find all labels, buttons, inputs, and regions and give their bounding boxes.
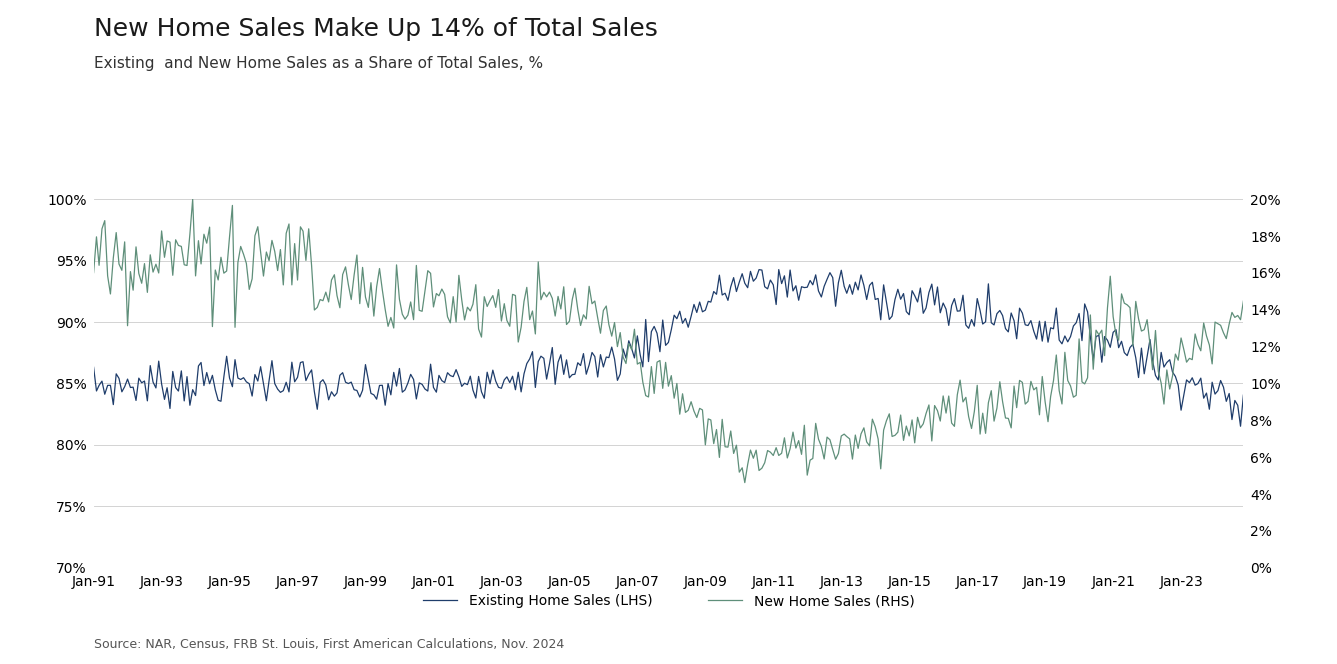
Text: Source: NAR, Census, FRB St. Louis, First American Calculations, Nov. 2024: Source: NAR, Census, FRB St. Louis, Firs… bbox=[94, 637, 564, 651]
Line: New Home Sales (RHS): New Home Sales (RHS) bbox=[94, 199, 1243, 483]
Legend: Existing Home Sales (LHS), New Home Sales (RHS): Existing Home Sales (LHS), New Home Sale… bbox=[417, 589, 920, 614]
Line: Existing Home Sales (LHS): Existing Home Sales (LHS) bbox=[94, 270, 1243, 426]
Text: Existing  and New Home Sales as a Share of Total Sales, %: Existing and New Home Sales as a Share o… bbox=[94, 56, 543, 72]
Text: New Home Sales Make Up 14% of Total Sales: New Home Sales Make Up 14% of Total Sale… bbox=[94, 17, 658, 41]
